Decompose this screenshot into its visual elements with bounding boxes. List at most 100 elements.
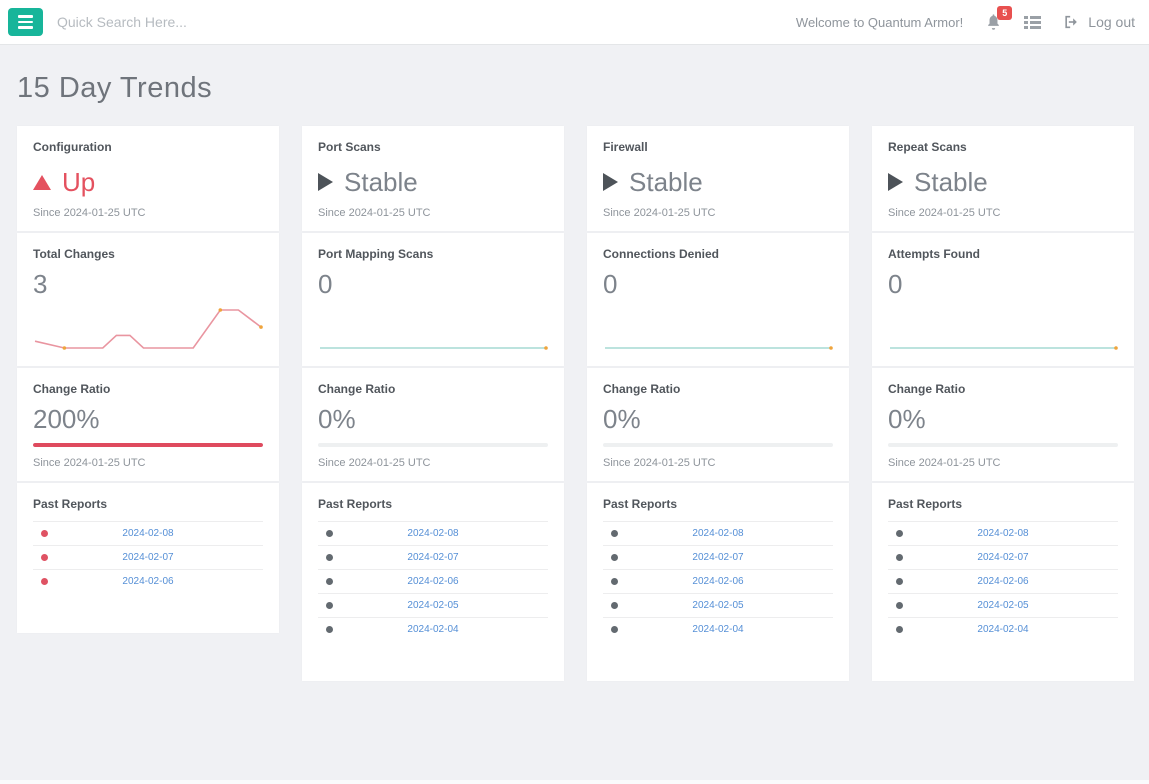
report-date-link[interactable]: 2024-02-06 xyxy=(407,576,459,588)
reports-label: Past Reports xyxy=(318,497,393,512)
status-row: Stable xyxy=(318,167,548,197)
logout-button[interactable]: Log out xyxy=(1063,14,1135,30)
reports-label: Past Reports xyxy=(603,497,678,512)
report-dot-icon xyxy=(41,578,48,586)
report-row: 2024-02-08 xyxy=(318,521,548,545)
ratio-label: Change Ratio xyxy=(318,382,396,397)
report-dot-icon xyxy=(611,530,618,538)
report-dot-icon xyxy=(326,554,333,562)
card-title: Port Scans xyxy=(318,140,381,154)
report-dot-icon xyxy=(611,626,618,634)
report-date-link[interactable]: 2024-02-08 xyxy=(692,528,744,540)
report-date-link[interactable]: 2024-02-08 xyxy=(977,528,1029,540)
reports-list: 2024-02-08 2024-02-07 2024-02-06 2024-02… xyxy=(603,521,833,641)
metric-label: Total Changes xyxy=(33,247,115,261)
report-row: 2024-02-04 xyxy=(603,617,833,641)
since-text: Since 2024-01-25 UTC xyxy=(318,207,431,219)
report-dot-icon xyxy=(611,554,618,562)
progress-fill xyxy=(33,443,263,448)
reports-label: Past Reports xyxy=(33,497,108,512)
main-content: 15 Day Trends Configuration Up Since 202… xyxy=(0,72,1149,682)
report-date-link[interactable]: 2024-02-08 xyxy=(122,528,174,540)
report-date-link[interactable]: 2024-02-07 xyxy=(122,552,174,564)
change-ratio-panel: Change Ratio 0% Since 2024-01-25 UTC xyxy=(587,368,849,482)
metric-label: Connections Denied xyxy=(603,247,720,261)
menu-button[interactable] xyxy=(8,8,43,36)
progress-track xyxy=(603,443,833,448)
report-date-link[interactable]: 2024-02-06 xyxy=(977,576,1029,588)
reports-label: Past Reports xyxy=(888,497,963,512)
past-reports-panel: Past Reports 2024-02-08 2024-02-07 2024-… xyxy=(302,483,564,682)
sparkline-chart xyxy=(34,308,263,350)
search-input[interactable] xyxy=(57,14,437,30)
report-row: 2024-02-08 xyxy=(888,521,1118,545)
report-row: 2024-02-07 xyxy=(888,545,1118,569)
progress-track xyxy=(888,443,1118,448)
report-dot-icon xyxy=(41,530,48,538)
status-panel: Configuration Up Since 2024-01-25 UTC xyxy=(17,126,279,231)
report-date-link[interactable]: 2024-02-04 xyxy=(407,624,459,636)
since-text: Since 2024-01-25 UTC xyxy=(603,207,716,219)
report-date-link[interactable]: 2024-02-04 xyxy=(692,624,744,636)
status-icon xyxy=(888,173,903,191)
sign-out-icon xyxy=(1065,15,1078,29)
report-row: 2024-02-07 xyxy=(318,545,548,569)
since-text: Since 2024-01-25 UTC xyxy=(33,457,146,470)
report-date-link[interactable]: 2024-02-08 xyxy=(407,528,459,540)
report-date-link[interactable]: 2024-02-04 xyxy=(977,624,1029,636)
report-date-link[interactable]: 2024-02-07 xyxy=(977,552,1029,564)
report-dot-icon xyxy=(896,602,903,610)
report-row: 2024-02-06 xyxy=(888,569,1118,593)
since-text: Since 2024-01-25 UTC xyxy=(603,457,716,470)
card-title: Firewall xyxy=(603,140,648,154)
metric-label: Attempts Found xyxy=(888,247,980,261)
since-text: Since 2024-01-25 UTC xyxy=(888,457,1001,470)
report-dot-icon xyxy=(896,626,903,634)
status-label: Stable xyxy=(344,166,418,197)
ratio-label: Change Ratio xyxy=(33,382,111,397)
list-icon xyxy=(1024,15,1042,29)
change-ratio-panel: Change Ratio 0% Since 2024-01-25 UTC xyxy=(302,368,564,482)
report-row: 2024-02-05 xyxy=(318,593,548,617)
trend-card: Repeat Scans Stable Since 2024-01-25 UTC… xyxy=(872,126,1134,682)
status-row: Stable xyxy=(888,167,1118,197)
status-panel: Firewall Stable Since 2024-01-25 UTC xyxy=(587,126,849,231)
status-label: Stable xyxy=(914,166,988,197)
page-title: 15 Day Trends xyxy=(17,72,213,104)
notifications-button[interactable]: 5 xyxy=(985,6,1013,31)
report-dot-icon xyxy=(326,602,333,610)
horizontal-scrollbar-track[interactable] xyxy=(0,780,1149,784)
logout-label: Log out xyxy=(1088,14,1135,30)
since-text: Since 2024-01-25 UTC xyxy=(33,207,146,219)
top-navbar: Welcome to Quantum Armor! 5 Log out xyxy=(0,0,1149,45)
change-ratio-panel: Change Ratio 200% Since 2024-01-25 UTC xyxy=(17,368,279,482)
past-reports-panel: Past Reports 2024-02-08 2024-02-07 2024-… xyxy=(872,483,1134,682)
report-row: 2024-02-08 xyxy=(603,521,833,545)
report-date-link[interactable]: 2024-02-06 xyxy=(692,576,744,588)
report-list-button[interactable] xyxy=(1024,15,1042,30)
progress-track xyxy=(318,443,548,448)
trend-card: Configuration Up Since 2024-01-25 UTC To… xyxy=(17,126,279,634)
report-date-link[interactable]: 2024-02-05 xyxy=(692,600,744,612)
metric-panel: Connections Denied 0 xyxy=(587,233,849,367)
trend-card: Port Scans Stable Since 2024-01-25 UTC P… xyxy=(302,126,564,682)
report-date-link[interactable]: 2024-02-07 xyxy=(692,552,744,564)
report-date-link[interactable]: 2024-02-05 xyxy=(977,600,1029,612)
since-text: Since 2024-01-25 UTC xyxy=(318,457,431,470)
report-row: 2024-02-08 xyxy=(33,521,263,545)
report-dot-icon xyxy=(326,578,333,586)
since-text: Since 2024-01-25 UTC xyxy=(888,207,1001,219)
report-dot-icon xyxy=(896,530,903,538)
report-date-link[interactable]: 2024-02-06 xyxy=(122,576,174,588)
ratio-label: Change Ratio xyxy=(888,382,966,397)
metric-value: 3 xyxy=(33,269,48,299)
hamburger-icon xyxy=(18,15,33,29)
report-date-link[interactable]: 2024-02-07 xyxy=(407,552,459,564)
ratio-value: 0% xyxy=(603,404,641,435)
report-dot-icon xyxy=(611,602,618,610)
report-row: 2024-02-05 xyxy=(603,593,833,617)
report-date-link[interactable]: 2024-02-05 xyxy=(407,600,459,612)
metric-panel: Port Mapping Scans 0 xyxy=(302,233,564,367)
report-dot-icon xyxy=(326,626,333,634)
report-row: 2024-02-04 xyxy=(888,617,1118,641)
